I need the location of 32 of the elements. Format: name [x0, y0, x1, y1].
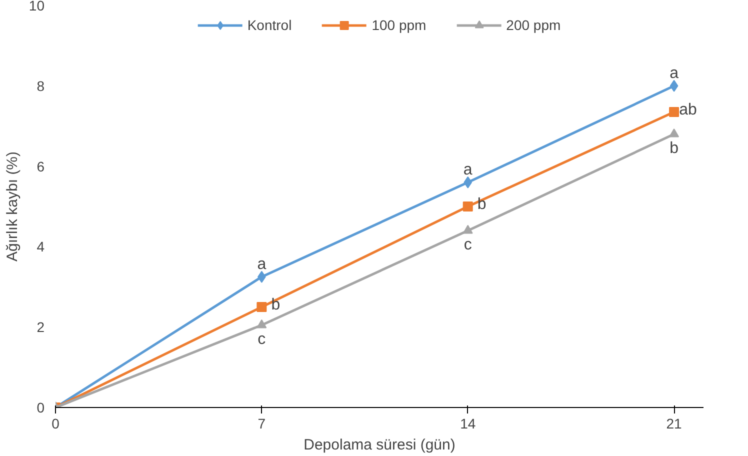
annotation: b	[670, 140, 679, 158]
x-tick-label: 14	[460, 416, 476, 432]
point	[256, 319, 267, 328]
y-tick-label: 2	[36, 319, 45, 336]
y-tick-label: 4	[36, 238, 45, 255]
x-tick-label: 7	[258, 416, 266, 432]
y-tick-label: 0	[36, 400, 45, 416]
annotation: c	[464, 236, 472, 254]
legend-label: Kontrol	[247, 17, 292, 33]
x-tick-label: 0	[52, 416, 60, 432]
point	[464, 176, 472, 188]
point	[256, 302, 267, 312]
annotation: b	[271, 296, 280, 314]
annotation: a	[463, 161, 472, 178]
annotation: a	[670, 64, 679, 82]
point	[669, 128, 680, 138]
y-tick-label: 6	[36, 158, 45, 174]
x-axis-title: Depolama süresi (gün)	[304, 436, 456, 454]
point	[670, 80, 678, 92]
point	[462, 224, 473, 234]
annotation: a	[257, 256, 266, 273]
legend-label: 100 ppm	[372, 17, 426, 33]
y-tick-label: 8	[36, 78, 45, 94]
x-tick-label: 21	[666, 416, 682, 432]
y-axis-title: Ağırlık kaybı (%)	[4, 151, 21, 262]
legend-label: 200 ppm	[506, 17, 561, 33]
annotation: ab	[679, 102, 698, 119]
annotation: c	[258, 331, 266, 348]
annotation: b	[477, 196, 486, 213]
point	[462, 202, 473, 212]
y-tick-label: 10	[28, 0, 45, 14]
point	[669, 107, 680, 118]
